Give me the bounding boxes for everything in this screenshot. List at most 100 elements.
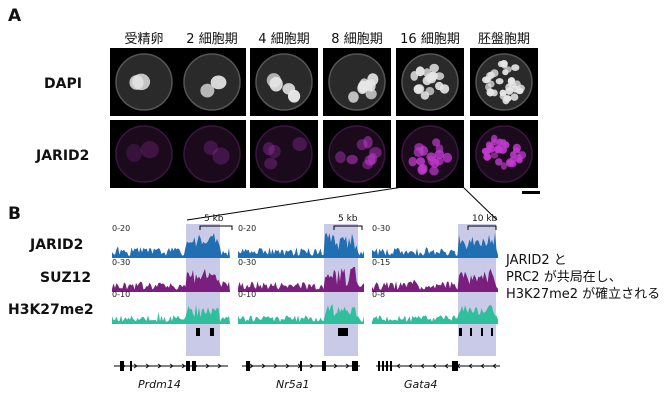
gene-name: Gata4 [404,378,438,391]
track-label-h3k27me2: H3K27me2 [8,302,94,318]
signal-track [372,268,498,292]
exon-block [352,361,358,371]
strand-arrow [285,363,290,369]
signal-track [238,304,364,324]
stage-label: 16 細胞期 [400,32,460,47]
peak-block [491,328,493,336]
strand-arrow [432,363,437,369]
signal-track [238,267,364,292]
stage-label: 胚盤胞期 [477,32,530,47]
kb-scale-label: 5 kb [338,214,358,224]
micrograph-tile [178,120,246,188]
exon-block [378,361,380,371]
strand-arrow [273,363,278,369]
track-label-suz12: SUZ12 [40,270,92,286]
strand-arrow [169,363,174,369]
track-range-label: 0-10 [238,290,257,299]
strand-arrow [133,363,138,369]
exon-block [120,361,124,371]
signal-track [372,232,498,258]
peak-block [470,328,472,336]
micrograph-tile [250,48,318,116]
panel-label-b: B [8,204,21,224]
kb-scale-label: 10 kb [472,214,498,224]
micrograph-tile [178,48,246,116]
peak-block [210,328,214,336]
strand-arrow [408,363,413,369]
strand-arrow [333,363,338,369]
conclusion-line: PRC2 が共局在し、 [506,270,622,285]
track-range-label: 0-8 [372,290,386,299]
micrograph-tile [323,120,391,188]
micrograph-tile [110,120,178,188]
kb-scale-label: 5 kb [204,214,224,224]
exon-block [246,361,250,371]
micrograph-tile [250,120,318,188]
signal-track [112,304,230,324]
panel-label-a: A [8,6,22,26]
peak-block [338,328,348,336]
signal-track [112,268,230,292]
stage-label: 4 細胞期 [258,32,310,47]
signal-track [238,232,364,258]
strand-arrow [468,363,473,369]
strand-arrow [145,363,150,369]
track-range-label: 0-30 [112,258,131,267]
track-range-label: 0-20 [238,224,257,233]
track-range-label: 0-20 [112,224,131,233]
track-label-jarid2: JARID2 [30,237,84,253]
micrograph-tile [470,48,538,116]
conclusion-line: JARID2 と [506,253,567,268]
strand-arrow [217,363,222,369]
strand-arrow [345,363,350,369]
strand-arrow [309,363,314,369]
exon-block [382,361,384,371]
micrograph-tile [396,48,464,116]
exon-block [186,361,190,371]
row-label-dapi: DAPI [44,76,82,92]
row-label-jarid2: JARID2 [36,148,90,164]
strand-arrow [249,363,254,369]
stage-label: 受精卵 [124,32,164,47]
stage-label: 2 細胞期 [186,32,238,47]
micrograph-tile [396,120,464,188]
peak-block [196,328,200,336]
strand-arrow [205,363,210,369]
strand-arrow [480,363,485,369]
conclusion-line: H3K27me2 が確立される [506,287,661,302]
exon-block [452,361,458,371]
signal-track [372,304,498,324]
conclusion-note: JARID2 と PRC2 が共局在し、 H3K27me2 が確立される [506,252,666,303]
micrograph-tile [470,120,538,188]
exon-block [322,361,326,371]
strand-arrow [261,363,266,369]
strand-arrow [157,363,162,369]
micrograph-tile [323,48,391,116]
exon-block [192,361,196,371]
track-range-label: 0-15 [372,258,391,267]
exon-block [130,361,132,371]
exon-block [386,361,388,371]
stage-label: 8 細胞期 [331,32,383,47]
peak-block [481,328,483,336]
exon-block [390,361,392,371]
kb-scale-bar [467,225,497,230]
micrograph-tile [110,48,178,116]
exon-block [300,361,302,371]
track-range-label: 0-30 [238,258,257,267]
strand-arrow [181,363,186,369]
gene-name: Nr5a1 [276,378,310,391]
track-range-label: 0-10 [112,290,131,299]
gene-name: Prdm14 [138,378,181,391]
strand-arrow [492,363,497,369]
peak-block [459,328,462,336]
strand-arrow [444,363,449,369]
kb-scale-bar [199,225,233,230]
kb-scale-bar [333,225,363,230]
image-scale-bar [522,191,540,194]
track-range-label: 0-30 [372,224,391,233]
strand-arrow [420,363,425,369]
strand-arrow [396,363,401,369]
